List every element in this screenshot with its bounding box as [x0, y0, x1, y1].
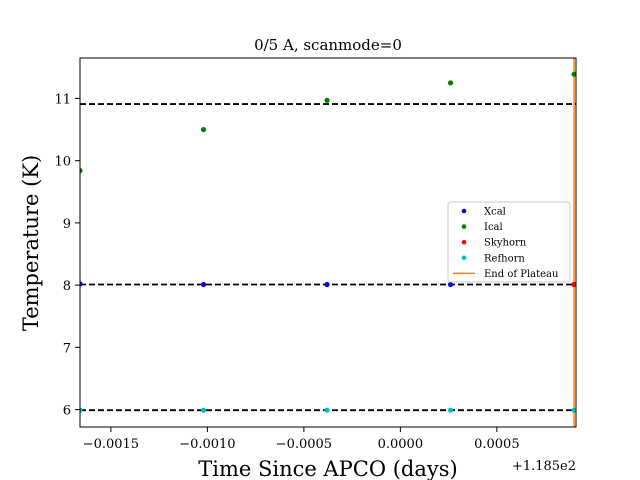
y-tick-label: 9: [63, 217, 71, 232]
xcal-point: [447, 281, 454, 288]
legend-marker-skyhorn: [461, 239, 467, 245]
plot-content: [80, 58, 576, 427]
legend-label-skyhorn: Skyhorn: [484, 238, 527, 249]
x-tick-label: 0.0000: [378, 437, 424, 452]
y-tick-label: 7: [63, 341, 71, 356]
x-tick-label: −0.0015: [83, 437, 139, 452]
legend-box: [447, 201, 571, 283]
refhorn-point: [200, 407, 207, 413]
refhorn-point: [447, 407, 454, 413]
ical-point: [200, 126, 207, 133]
legend-label-end-of-plateau: End of Plateau: [484, 269, 559, 280]
xcal-point: [324, 281, 330, 288]
chart-title: 0/5 A, scanmode=0: [254, 36, 402, 54]
ical-point: [324, 97, 330, 103]
xcal-point: [200, 281, 207, 288]
y-axis-label: Temperature (K): [19, 155, 43, 331]
legend: Xcal Ical Skyhorn Refhorn End of Plateau: [447, 201, 571, 283]
legend-label-ical: Ical: [484, 222, 503, 233]
refhorn-point: [80, 407, 83, 413]
legend-label-xcal: Xcal: [484, 207, 506, 218]
refhorn-point: [324, 407, 330, 413]
ical-point: [571, 71, 576, 77]
x-axis-label: Time Since APCO (days): [198, 457, 457, 480]
y-tick-label: 11: [54, 92, 71, 107]
plot-area-border: [79, 57, 577, 428]
x-tick-label: −0.0005: [276, 437, 332, 452]
legend-marker-refhorn: [461, 255, 467, 261]
x-tick-label: 0.0005: [474, 437, 520, 452]
legend-marker-ical: [461, 224, 467, 229]
xcal-point: [80, 281, 83, 287]
axes-frame: [79, 57, 577, 428]
y-tick-label: 8: [63, 279, 71, 294]
x-axis-offset-label: +1.185e2: [512, 459, 576, 474]
y-tick-label: 6: [63, 404, 71, 419]
skyhorn-point: [571, 281, 576, 288]
legend-label-refhorn: Refhorn: [484, 253, 525, 264]
ical-point: [80, 168, 83, 174]
y-tick-label: 10: [54, 155, 71, 170]
refhorn-point: [571, 407, 576, 413]
ical-point: [447, 80, 454, 86]
x-tick-label: −0.0010: [179, 437, 235, 452]
y-axis-ticks: 6 7 8 9 10 11: [54, 92, 80, 419]
legend-marker-xcal: [461, 208, 467, 214]
x-axis-ticks: −0.0015 −0.0010 −0.0005 0.0000 0.0005: [83, 427, 520, 452]
